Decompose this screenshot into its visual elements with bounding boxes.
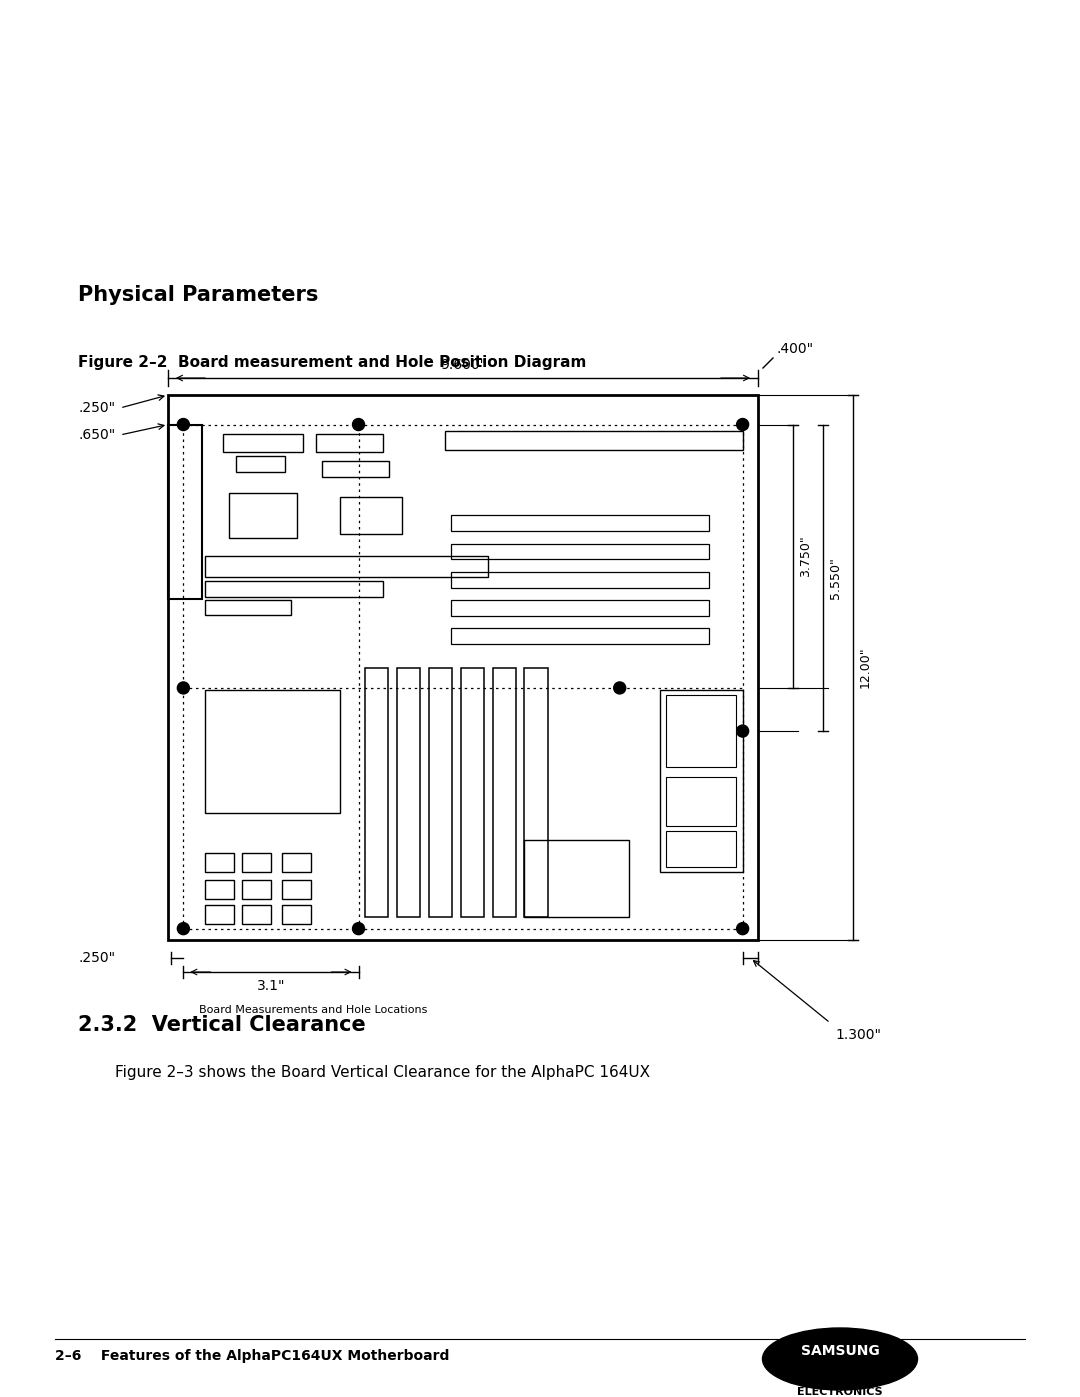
Bar: [322, 461, 389, 476]
Bar: [282, 905, 311, 923]
Text: Figure 2–3 shows the Board Vertical Clearance for the AlphaPC 164UX: Figure 2–3 shows the Board Vertical Clea…: [114, 1065, 650, 1080]
Text: Physical Parameters: Physical Parameters: [78, 285, 319, 305]
Bar: [665, 777, 737, 827]
Bar: [660, 690, 743, 872]
Bar: [365, 668, 388, 918]
Circle shape: [177, 682, 189, 694]
Bar: [242, 905, 271, 923]
Bar: [525, 668, 548, 918]
Bar: [450, 571, 708, 588]
Bar: [205, 905, 234, 923]
Bar: [340, 497, 402, 534]
Text: 3.1": 3.1": [257, 979, 285, 993]
Bar: [450, 515, 708, 531]
Circle shape: [352, 922, 365, 935]
Bar: [492, 668, 516, 918]
Bar: [282, 880, 311, 900]
Text: 1.300": 1.300": [835, 1028, 881, 1042]
Text: ELECTRONICS: ELECTRONICS: [797, 1387, 882, 1397]
Bar: [229, 493, 297, 538]
Bar: [315, 433, 383, 451]
Bar: [168, 395, 758, 940]
Bar: [205, 581, 383, 597]
Bar: [242, 852, 271, 872]
Circle shape: [737, 725, 748, 738]
Bar: [205, 601, 291, 615]
Circle shape: [177, 922, 189, 935]
Text: 2.3.2  Vertical Clearance: 2.3.2 Vertical Clearance: [78, 1016, 366, 1035]
Text: .250": .250": [78, 951, 116, 965]
Circle shape: [613, 682, 625, 694]
Circle shape: [177, 419, 189, 430]
Text: .650": .650": [78, 427, 116, 441]
Bar: [450, 599, 708, 616]
Text: 3.750": 3.750": [799, 535, 812, 577]
Bar: [205, 852, 234, 872]
Text: 12.00": 12.00": [859, 647, 872, 689]
Bar: [450, 543, 708, 559]
Bar: [282, 852, 311, 872]
Bar: [525, 840, 629, 918]
Bar: [429, 668, 451, 918]
Ellipse shape: [762, 1329, 918, 1390]
Bar: [450, 629, 708, 644]
Bar: [396, 668, 420, 918]
Bar: [205, 556, 487, 577]
Bar: [168, 425, 202, 599]
Text: .400": .400": [777, 342, 813, 356]
Bar: [242, 880, 271, 900]
Bar: [235, 457, 285, 472]
Text: .250": .250": [78, 401, 116, 415]
Bar: [665, 694, 737, 767]
Circle shape: [737, 922, 748, 935]
Text: SAMSUNG: SAMSUNG: [800, 1344, 879, 1358]
Text: Figure 2–2  Board measurement and Hole Position Diagram: Figure 2–2 Board measurement and Hole Po…: [78, 355, 586, 370]
Text: 2–6    Features of the AlphaPC164UX Motherboard: 2–6 Features of the AlphaPC164UX Motherb…: [55, 1350, 449, 1363]
Circle shape: [352, 419, 365, 430]
Circle shape: [737, 419, 748, 430]
Text: 9.600": 9.600": [440, 358, 486, 372]
Bar: [460, 668, 484, 918]
Text: Board Measurements and Hole Locations: Board Measurements and Hole Locations: [199, 1004, 427, 1016]
Bar: [224, 433, 303, 451]
Bar: [205, 690, 340, 813]
Text: 5.550": 5.550": [829, 557, 842, 599]
Bar: [205, 880, 234, 900]
Bar: [445, 432, 743, 450]
Bar: [665, 831, 737, 868]
